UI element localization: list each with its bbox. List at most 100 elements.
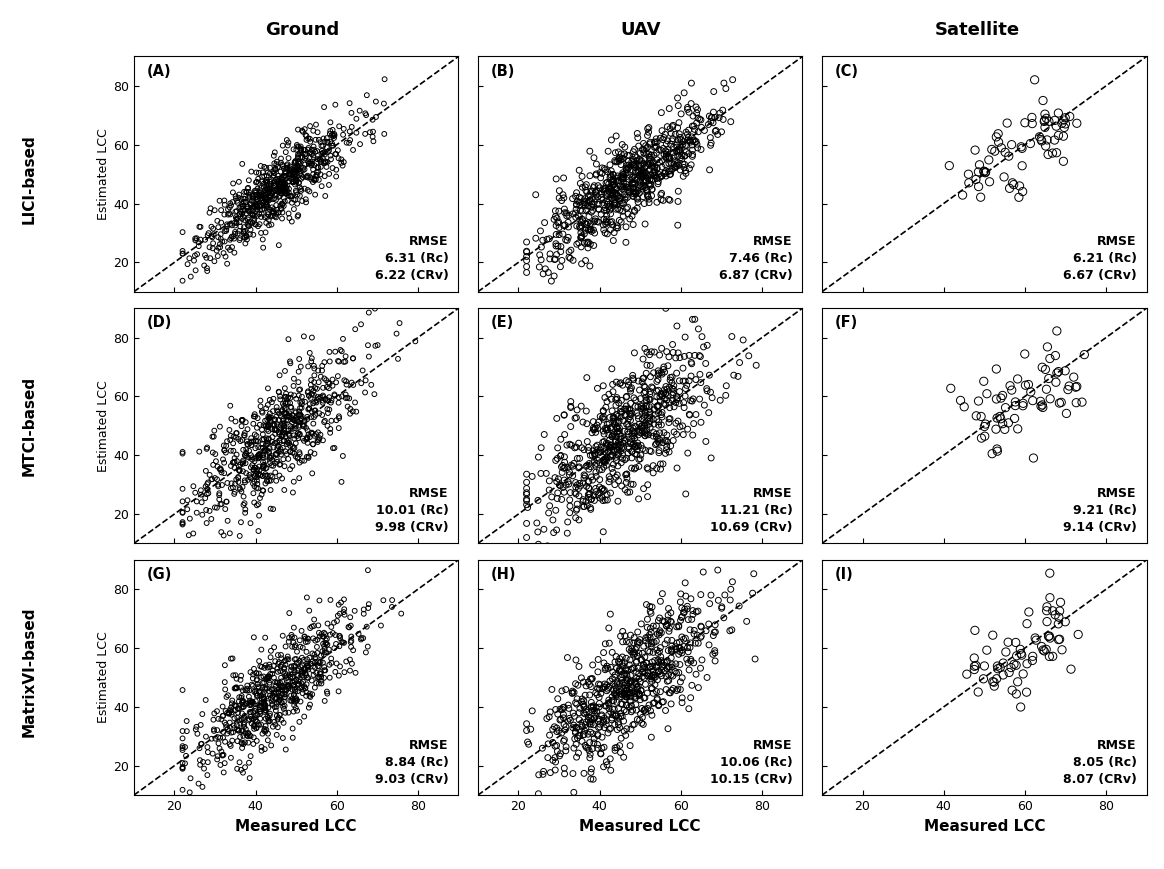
Point <box>286 701 305 715</box>
Point <box>315 135 334 149</box>
Point <box>615 714 633 728</box>
Point <box>608 420 626 434</box>
Point <box>242 717 261 731</box>
Point <box>215 675 234 689</box>
Point <box>326 665 345 679</box>
Point <box>218 706 236 720</box>
Point <box>650 415 668 428</box>
Point <box>312 673 331 687</box>
Point <box>215 224 234 238</box>
Point <box>275 169 293 182</box>
Point <box>317 156 335 169</box>
Point <box>288 663 306 677</box>
Point <box>260 714 278 728</box>
Point <box>612 479 631 493</box>
Point <box>1007 659 1025 673</box>
Point <box>267 474 285 488</box>
Point <box>636 161 654 175</box>
Point <box>1050 396 1069 410</box>
Point <box>248 673 267 687</box>
Point <box>173 762 192 776</box>
Point <box>974 165 993 179</box>
Point <box>192 483 211 497</box>
Point <box>258 201 277 215</box>
Point <box>676 381 695 395</box>
Point <box>581 223 599 237</box>
Point <box>274 428 292 442</box>
Point <box>634 481 653 495</box>
Point <box>359 601 377 615</box>
Point <box>582 700 601 714</box>
Point <box>256 454 275 468</box>
Point <box>251 210 270 224</box>
Point <box>256 197 275 211</box>
Point <box>239 218 257 232</box>
Point <box>292 172 311 186</box>
Point <box>255 685 274 699</box>
Point <box>284 705 303 719</box>
Point <box>296 123 314 136</box>
Point <box>282 660 300 674</box>
Point <box>258 165 277 179</box>
Point <box>988 411 1007 425</box>
Point <box>1016 378 1035 392</box>
Point <box>602 164 620 178</box>
Point <box>347 112 365 126</box>
Point <box>667 366 686 380</box>
Point <box>680 348 698 362</box>
Point <box>263 434 282 448</box>
Point <box>211 741 229 755</box>
Point <box>303 330 321 344</box>
Point <box>383 594 402 607</box>
Point <box>311 153 329 167</box>
Point <box>636 406 654 420</box>
Point <box>272 713 291 726</box>
Point <box>592 187 611 201</box>
Point <box>197 693 215 707</box>
Point <box>1069 627 1087 641</box>
Point <box>605 744 624 758</box>
Point <box>268 692 286 706</box>
Point <box>308 671 327 685</box>
Point <box>595 712 613 726</box>
Point <box>313 434 332 448</box>
Point <box>618 162 637 176</box>
Point <box>624 645 643 659</box>
Point <box>567 186 585 200</box>
Point <box>278 649 297 663</box>
Point <box>297 133 315 147</box>
Point <box>265 422 284 436</box>
Point <box>298 143 317 156</box>
Point <box>582 470 601 484</box>
Point <box>234 203 253 217</box>
Point <box>222 476 241 490</box>
Point <box>679 133 697 147</box>
Point <box>662 375 681 389</box>
Point <box>663 346 682 360</box>
Point <box>597 213 616 227</box>
Point <box>959 176 978 189</box>
Point <box>585 214 604 228</box>
Point <box>275 423 293 437</box>
Point <box>289 160 307 174</box>
Point <box>255 202 274 216</box>
Point <box>320 345 339 359</box>
Point <box>340 391 359 405</box>
Point <box>256 698 275 712</box>
Point <box>625 440 644 454</box>
Point <box>290 140 308 154</box>
Point <box>601 438 619 452</box>
Point <box>291 412 310 426</box>
Point <box>554 700 573 714</box>
Point <box>602 705 620 719</box>
Point <box>340 96 359 110</box>
Point <box>568 237 587 251</box>
Point <box>601 181 619 195</box>
Point <box>632 401 651 415</box>
Point <box>581 195 599 209</box>
Point <box>292 624 311 638</box>
Point <box>285 388 304 402</box>
Point <box>596 201 615 215</box>
Point <box>285 699 304 713</box>
Point <box>241 228 260 242</box>
